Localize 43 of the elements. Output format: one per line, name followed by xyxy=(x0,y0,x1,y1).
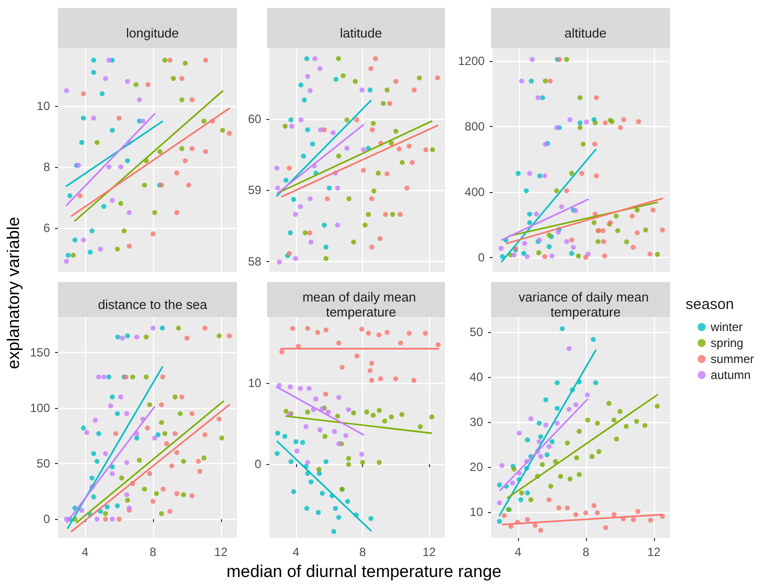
x-tick-label: 12 xyxy=(647,545,661,559)
y-tick-label: 10 xyxy=(470,504,484,519)
y-tick-label: 10 xyxy=(248,376,262,390)
y-tick-label: 60 xyxy=(248,112,262,126)
y-tick-label: 800 xyxy=(464,119,486,134)
y-tick-label: 0 xyxy=(254,457,262,472)
x-tick-label: 4 xyxy=(514,545,522,559)
chart-title: longitude xyxy=(126,26,179,40)
y-axis-title: explanatory variable xyxy=(4,216,24,372)
y-tick-label: 6 xyxy=(43,220,50,235)
y-tick-label: 50 xyxy=(470,324,484,339)
x-axis-title: median of diurnal temperature range xyxy=(226,562,502,582)
y-tick-label: 20 xyxy=(470,460,484,474)
x-tick-label: 12 xyxy=(422,545,436,559)
y-tick-label: 100 xyxy=(30,401,50,416)
y-tick-label: 150 xyxy=(30,346,50,360)
legend-label: summer xyxy=(710,352,754,366)
y-tick-label: 400 xyxy=(464,184,486,199)
legend-label: spring xyxy=(710,336,744,350)
y-tick-label: 0 xyxy=(43,512,50,526)
chart-title: variance of daily mean temperature xyxy=(518,290,652,320)
y-tick-label: 1200 xyxy=(458,54,486,68)
y-tick-label: 59 xyxy=(248,183,262,198)
y-tick-label: 58 xyxy=(248,254,262,268)
y-tick-label: 40 xyxy=(470,370,484,384)
chart-title: mean of daily mean temperature xyxy=(302,290,420,320)
x-tick-label: 8 xyxy=(582,545,590,559)
chart-title: latitude xyxy=(340,26,382,40)
x-tick-label: 8 xyxy=(359,545,366,559)
x-tick-label: 4 xyxy=(82,545,89,559)
legend-title: season xyxy=(686,296,734,313)
y-tick-label: 50 xyxy=(36,456,50,471)
chart-title: altitude xyxy=(564,26,606,40)
y-tick-label: 10 xyxy=(36,98,50,113)
y-tick-label: 30 xyxy=(470,414,484,429)
y-tick-label: 8 xyxy=(43,160,50,174)
x-tick-label: 8 xyxy=(150,545,157,559)
legend-label: autumn xyxy=(710,368,751,382)
x-tick-label: 4 xyxy=(292,545,300,559)
chart-title: distance to the sea xyxy=(98,297,208,312)
legend-label: winter xyxy=(710,320,743,334)
y-tick-label: 0 xyxy=(478,250,486,264)
x-tick-label: 12 xyxy=(214,545,228,559)
